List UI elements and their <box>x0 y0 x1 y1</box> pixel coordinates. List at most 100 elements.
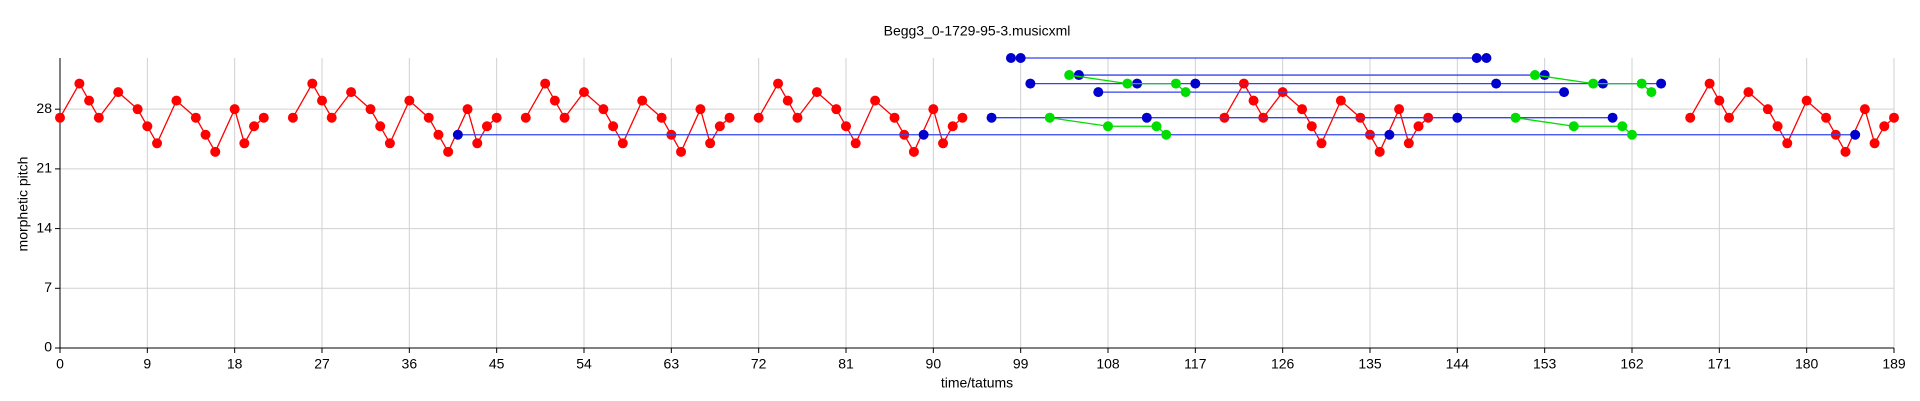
point <box>918 129 929 140</box>
point <box>1005 53 1016 63</box>
series-line <box>59 82 1895 154</box>
point <box>1103 121 1113 132</box>
x-tick-label: 27 <box>314 356 330 372</box>
point <box>1782 138 1793 149</box>
point <box>1840 146 1851 157</box>
point <box>1180 87 1191 98</box>
x-tick-label: 54 <box>576 356 592 372</box>
x-tick-label: 126 <box>1271 356 1295 372</box>
point <box>957 112 968 123</box>
point <box>384 138 395 149</box>
x-tick-label: 171 <box>1708 356 1732 372</box>
point <box>1335 95 1346 106</box>
point <box>1724 112 1735 123</box>
point <box>773 78 784 89</box>
x-tick-label: 90 <box>926 356 942 372</box>
x-tick-label: 162 <box>1620 356 1644 372</box>
x-tick-label: 81 <box>838 356 854 372</box>
point <box>1491 78 1502 89</box>
series-line <box>1049 117 1167 136</box>
point <box>113 87 124 98</box>
point <box>404 95 415 106</box>
point <box>1384 129 1395 140</box>
point <box>132 104 143 115</box>
point <box>1170 78 1181 89</box>
point <box>481 121 492 132</box>
point <box>200 129 211 140</box>
point <box>608 121 619 132</box>
point <box>1859 104 1870 115</box>
point <box>307 78 318 89</box>
point <box>1306 121 1317 132</box>
point <box>549 95 560 106</box>
x-tick-label: 99 <box>1013 356 1029 372</box>
point <box>598 104 609 115</box>
chart-title: Begg3_0-1729-95-3.musicxml <box>884 23 1071 39</box>
x-tick-label: 0 <box>56 356 64 372</box>
point <box>1588 78 1599 89</box>
y-axis-label: morphetic pitch <box>15 157 31 252</box>
point <box>1025 78 1036 89</box>
point <box>1762 104 1773 115</box>
point <box>617 138 628 149</box>
point <box>1394 104 1405 115</box>
point <box>152 138 163 149</box>
x-tick-label: 9 <box>143 356 151 372</box>
point <box>1122 78 1133 89</box>
point <box>74 78 85 89</box>
point <box>1064 70 1075 81</box>
point <box>705 138 716 149</box>
point <box>1850 129 1861 140</box>
point <box>1073 70 1084 81</box>
point <box>1248 95 1259 106</box>
point <box>1297 104 1308 115</box>
point <box>841 121 851 132</box>
point <box>452 129 463 140</box>
point <box>1714 95 1725 106</box>
point <box>1821 112 1832 123</box>
point <box>1656 78 1667 89</box>
series-line <box>1069 74 1187 93</box>
point <box>346 87 357 98</box>
point <box>84 95 95 106</box>
point <box>1568 121 1579 132</box>
point <box>423 112 434 123</box>
point <box>1471 53 1482 63</box>
x-tick-label: 135 <box>1358 356 1382 372</box>
point <box>190 112 201 123</box>
point <box>375 121 386 132</box>
point <box>850 138 861 149</box>
point <box>317 95 327 106</box>
point <box>258 112 269 123</box>
point <box>1646 87 1657 98</box>
point <box>1452 112 1463 123</box>
point <box>579 87 589 98</box>
point <box>1801 95 1812 106</box>
point <box>1374 146 1385 157</box>
point <box>462 104 473 115</box>
point <box>1869 138 1880 149</box>
point <box>540 78 551 89</box>
point <box>947 121 958 132</box>
point <box>676 146 687 157</box>
point <box>870 95 881 106</box>
point <box>1316 138 1327 149</box>
x-tick-label: 153 <box>1533 356 1557 372</box>
y-tick-label: 14 <box>36 219 52 235</box>
point <box>1617 121 1628 132</box>
point <box>1685 112 1696 123</box>
point <box>1627 129 1637 140</box>
x-tick-label: 18 <box>227 356 243 372</box>
x-tick-label: 189 <box>1882 356 1906 372</box>
point <box>1161 129 1172 140</box>
x-tick-label: 144 <box>1446 356 1470 372</box>
point <box>1510 112 1521 123</box>
point <box>637 95 648 106</box>
point <box>1015 53 1026 63</box>
x-tick-label: 72 <box>751 356 767 372</box>
point <box>520 112 531 123</box>
x-tick-label: 45 <box>489 356 505 372</box>
point <box>695 104 706 115</box>
point <box>491 112 502 123</box>
